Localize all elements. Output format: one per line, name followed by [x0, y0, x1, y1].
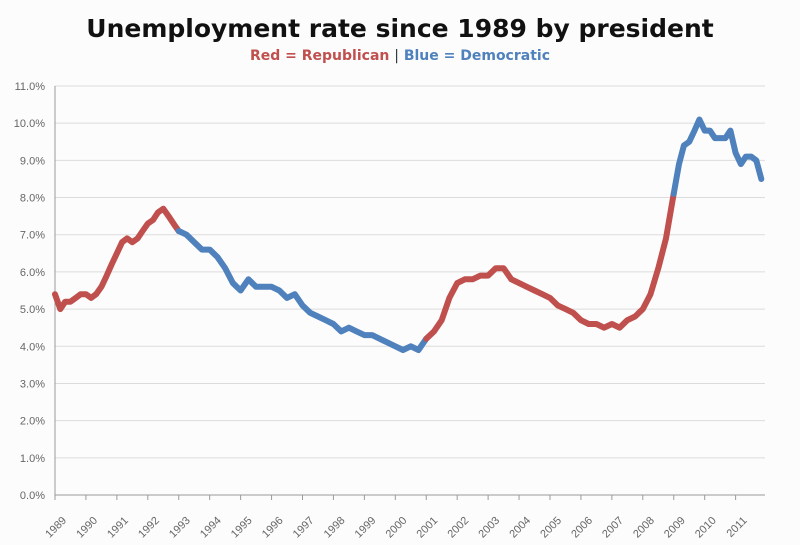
x-tick-label: 1999 [353, 515, 379, 541]
y-tick-label: 1.0% [20, 453, 45, 465]
legend-separator: | [394, 48, 399, 64]
y-tick-label: 6.0% [20, 267, 45, 279]
x-tick-label: 2007 [600, 515, 626, 541]
series-line-republican [52, 205, 182, 313]
x-tick-label: 2011 [725, 515, 750, 540]
x-tick-label: 1991 [105, 515, 131, 541]
x-tick-label: 2002 [446, 515, 472, 541]
x-tick-label: 1995 [229, 515, 255, 541]
x-tick-label: 1997 [291, 515, 317, 541]
legend-democratic: Blue = Democratic [403, 48, 551, 64]
x-axis-labels: 1989 1990 1991 1992 1993 1994 1995 1996 1997 1998… [43, 515, 749, 541]
legend-republican: Red = Republican [249, 48, 390, 64]
x-tick-label: 1990 [74, 515, 100, 541]
y-tick-label: 5.0% [20, 304, 45, 316]
y-tick-label: 9.0% [20, 155, 45, 167]
y-tick-label: 0.0% [20, 490, 45, 502]
x-tick-label: 2001 [415, 515, 441, 541]
series-line-democratic [670, 116, 765, 197]
x-tick-label: 2005 [538, 515, 564, 541]
x-tick-label: 1989 [43, 515, 69, 541]
y-tick-label: 8.0% [20, 193, 45, 205]
x-tick-label: 2006 [569, 515, 595, 541]
x-tick-label: 2009 [662, 515, 688, 541]
y-tick-label: 2.0% [20, 416, 45, 428]
y-tick-label: 3.0% [20, 378, 45, 390]
chart-subtitle: Red = Republican | Blue = Democratic [0, 48, 800, 64]
y-tick-label: 10.0% [14, 118, 45, 130]
chart-title: Unemployment rate since 1989 by presiden… [86, 14, 714, 43]
x-tick-label: 1994 [198, 515, 224, 541]
x-tick-label: 2000 [384, 515, 410, 541]
y-axis-labels: 0.0% 1.0% 2.0% 3.0% 4.0% 5.0% 6.0% 7.0% 8.0% 9.0%… [14, 81, 45, 502]
series-line-democratic [175, 228, 430, 353]
series-line-republican [423, 190, 677, 342]
y-tick-label: 4.0% [20, 341, 45, 353]
x-tick-label: 2008 [631, 515, 657, 541]
x-tick-label: 1993 [167, 515, 193, 541]
y-tick-label: 11.0% [15, 81, 46, 93]
x-tick-label: 2010 [693, 515, 719, 541]
y-tick-label: 7.0% [20, 230, 45, 242]
axes [54, 86, 765, 500]
x-tick-label: 2003 [476, 515, 502, 541]
x-tick-label: 2004 [507, 515, 533, 541]
series-lines [52, 116, 765, 353]
x-tick-label: 1998 [322, 515, 348, 541]
x-tick-label: 1996 [260, 515, 286, 541]
x-tick-label: 1992 [136, 515, 162, 541]
